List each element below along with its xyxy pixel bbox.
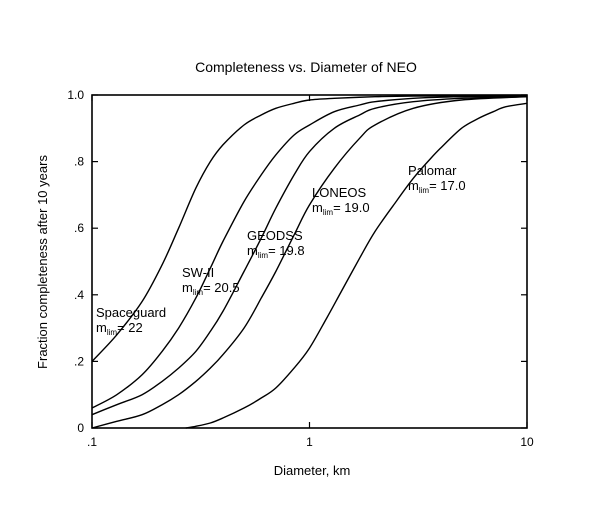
series-line-palomar — [185, 102, 528, 429]
y-tick-label: .2 — [74, 354, 84, 368]
series-label-spaceguard: Spaceguard — [96, 305, 166, 320]
series-label-loneos: LONEOS — [312, 185, 367, 200]
series-curves — [91, 95, 528, 429]
series-mlim-sw-ii: mlim= 20.5 — [182, 280, 240, 297]
series-label-sw-ii: SW-II — [182, 265, 214, 280]
axis-ticks: .1 1 10 0 .2 .4 .6 .8 1.0 — [67, 88, 534, 449]
series-line-geodss — [91, 96, 528, 416]
series-mlim-loneos: mlim= 19.0 — [312, 200, 370, 217]
y-tick-label: .4 — [74, 288, 84, 302]
series-label-palomar: Palomar — [408, 163, 457, 178]
y-axis-label: Fraction completeness after 10 years — [35, 155, 50, 369]
x-tick-label: 10 — [520, 435, 534, 449]
series-line-loneos — [91, 96, 528, 429]
series-line-sw-ii — [91, 95, 528, 409]
series-mlim-geodss: mlim= 19.8 — [247, 243, 305, 260]
x-axis-label: Diameter, km — [274, 463, 351, 478]
y-tick-label: 1.0 — [67, 88, 84, 102]
x-tick-label: .1 — [87, 435, 97, 449]
y-tick-label: 0 — [77, 421, 84, 435]
series-mlim-palomar: mlim= 17.0 — [408, 178, 466, 195]
y-tick-label: .8 — [74, 155, 84, 169]
plot-frame — [91, 94, 528, 429]
chart-title: Completeness vs. Diameter of NEO — [195, 59, 417, 75]
y-tick-label: .6 — [74, 221, 84, 235]
series-line-spaceguard — [91, 95, 527, 362]
series-mlim-spaceguard: mlim= 22 — [96, 320, 143, 337]
series-label-geodss: GEODSS — [247, 228, 303, 243]
x-tick-label: 1 — [306, 435, 313, 449]
